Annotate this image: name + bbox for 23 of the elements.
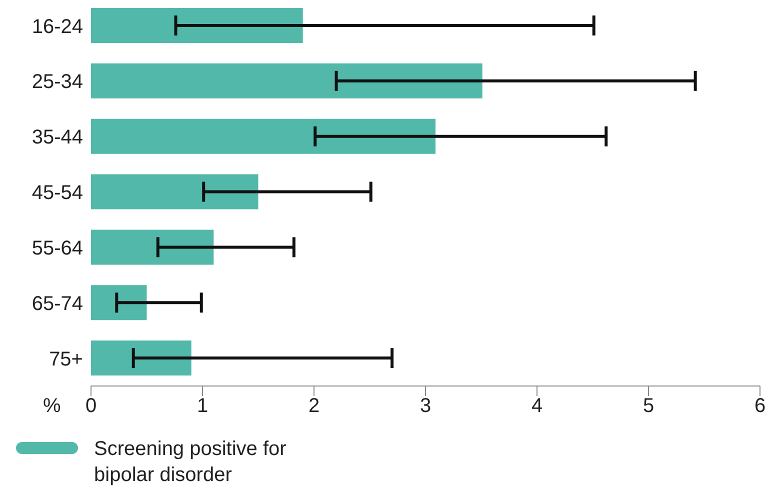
x-tick-label: 5 [642, 395, 654, 418]
y-tick-label: 35-44 [32, 126, 83, 149]
x-tick-label: 4 [531, 395, 543, 418]
bar [91, 230, 214, 265]
x-tick-label: 0 [85, 395, 97, 418]
y-tick-label: 16-24 [32, 16, 83, 38]
legend-label: Screening positive for bipolar disorder [94, 437, 288, 488]
bar [91, 63, 482, 98]
bar [91, 8, 303, 43]
x-tick-label: 1 [196, 395, 208, 418]
x-tick-label: 6 [754, 395, 766, 418]
y-tick-label: 45-54 [32, 182, 83, 204]
y-tick-label: 25-34 [32, 71, 83, 94]
y-tick-label: 75+ [49, 348, 83, 370]
bar [91, 118, 436, 154]
x-tick-label: 2 [308, 395, 320, 418]
x-axis-title: % [43, 395, 61, 417]
y-tick-label: 65-74 [32, 292, 83, 315]
x-tick-label: 3 [420, 395, 432, 418]
y-tick-label: 55-64 [32, 238, 83, 260]
bar [91, 174, 258, 210]
bar [91, 340, 192, 376]
bar [91, 285, 147, 320]
